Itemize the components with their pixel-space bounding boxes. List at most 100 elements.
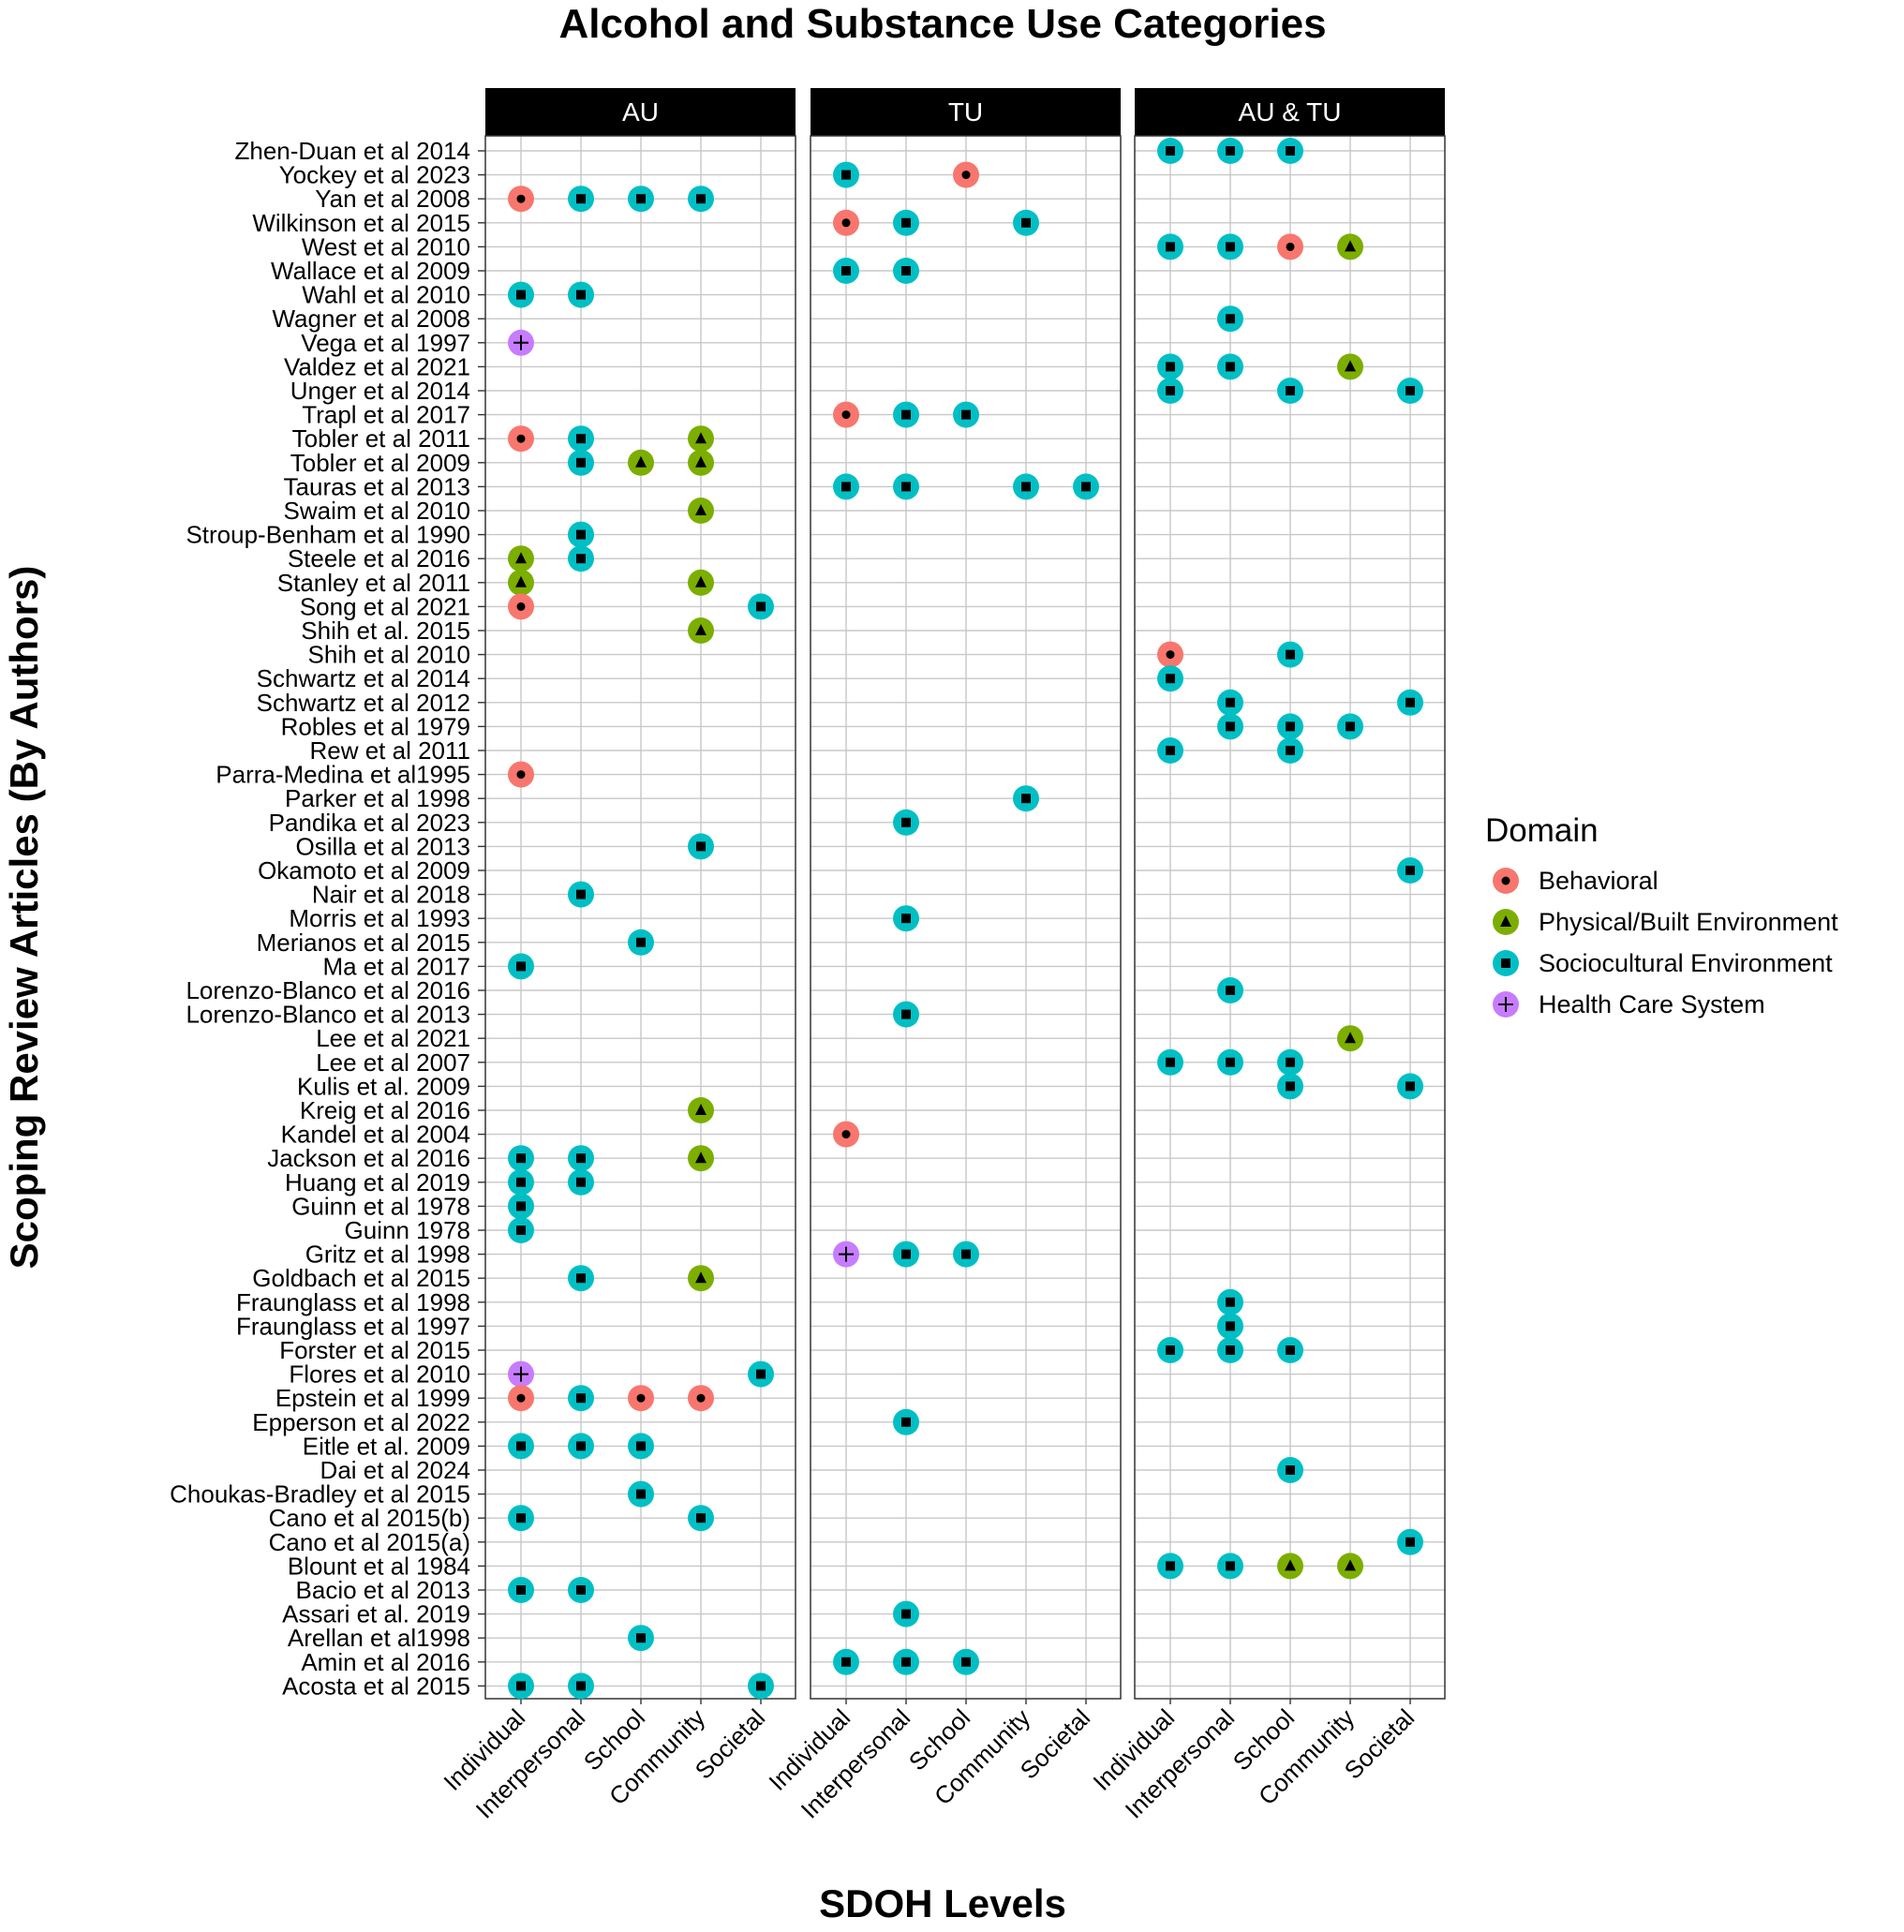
facet-label: AU [622,97,659,126]
square-marker-icon [961,1657,971,1667]
y-tick-label: Lorenzo-Blanco et al 2016 [186,976,470,1004]
data-point [1397,689,1423,716]
chart-title: Alcohol and Substance Use Categories [558,1,1326,47]
square-marker-icon [1226,1345,1235,1355]
data-point [893,1408,919,1435]
y-tick-label: Gritz et al 1998 [305,1241,470,1269]
y-tick-label: Wilkinson et al 2015 [252,209,470,237]
y-tick-label: Assari et al. 2019 [282,1600,470,1628]
data-point [1337,1025,1363,1052]
square-marker-icon [576,1153,586,1164]
data-point [688,1097,714,1123]
data-point [568,1672,594,1700]
y-tick-label: Wallace et al 2009 [271,257,470,285]
y-tick-label: Shih et al. 2015 [301,617,470,645]
y-tick-label: Parker et al 1998 [285,784,470,812]
square-marker-icon [1286,146,1295,156]
square-marker-icon [1286,649,1295,660]
square-marker-icon [576,529,586,540]
data-point [628,1480,654,1508]
square-marker-icon [1166,1057,1175,1067]
y-tick-label: Wagner et al 2008 [272,305,470,333]
triangle-marker-icon [695,624,707,635]
data-point [1157,737,1183,764]
square-marker-icon [516,1585,526,1595]
square-marker-icon [1226,697,1235,707]
square-marker-icon [1226,1057,1235,1067]
y-tick-label: Flores et al 2010 [289,1360,470,1389]
circle-marker-icon [516,434,526,443]
facet-label: AU & TU [1239,97,1342,126]
square-marker-icon [1406,1081,1415,1092]
y-tick-label: Merianos et al 2015 [257,929,470,957]
data-point [1217,689,1243,716]
square-marker-icon [901,914,911,924]
data-point [893,258,919,284]
square-marker-icon [1166,386,1175,395]
data-point [568,1145,594,1172]
data-point [1337,1553,1363,1580]
y-tick-label: Valdez et al 2021 [284,352,470,380]
triangle-marker-icon [515,552,527,564]
data-point [1157,1553,1183,1580]
triangle-marker-icon [1345,1032,1356,1044]
y-tick-label: Goldbach et al 2015 [252,1264,470,1292]
data-point [893,401,919,428]
data-point [568,881,594,908]
y-tick-label: Schwartz et al 2014 [257,664,470,692]
square-marker-icon [901,266,911,275]
square-marker-icon [636,937,646,947]
data-point [1157,665,1183,692]
y-tick-label: Robles et al 1979 [281,712,470,740]
data-point [628,449,654,476]
square-marker-icon [901,1249,911,1259]
data-point [1337,353,1363,380]
square-marker-icon [841,482,851,492]
y-tick-label: Choukas-Bradley et al 2015 [170,1480,470,1508]
triangle-marker-icon [1285,1559,1296,1571]
square-marker-icon [1226,1561,1235,1571]
square-marker-icon [901,1609,911,1619]
facet-strip [485,88,796,136]
data-point [953,161,979,188]
square-marker-icon [1286,386,1295,395]
y-tick-label: Kulis et al. 2009 [297,1072,470,1100]
y-tick-label: Wahl et al 2010 [302,281,470,309]
data-point [1217,353,1243,380]
y-tick-label: Stanley et al 2011 [277,569,470,597]
y-tick-label: Fraunglass et al 1998 [236,1288,470,1316]
triangle-marker-icon [695,1104,707,1115]
facet-panel: AU & TUIndividualInterpersonalSchoolComm… [1087,88,1446,1824]
square-marker-icon [756,602,766,612]
data-point [1157,1048,1183,1076]
circle-marker-icon [696,1393,706,1403]
y-tick-label: Vega et al 1997 [301,329,470,357]
square-marker-icon [1501,959,1510,968]
y-tick-label: Bacio et al 2013 [296,1576,470,1604]
data-point [1217,977,1243,1003]
data-point [893,809,919,836]
y-tick-label: Schwartz et al 2012 [257,689,470,717]
square-marker-icon [901,1417,911,1427]
square-marker-icon [841,266,851,275]
data-point [833,161,859,188]
square-marker-icon [576,194,586,204]
square-marker-icon [576,1273,586,1284]
circle-marker-icon [841,1130,851,1139]
square-marker-icon [516,1441,526,1451]
data-point [688,449,714,476]
data-point [1277,1553,1303,1580]
square-marker-icon [576,1393,586,1404]
legend-label: Sociocultural Environment [1539,949,1833,977]
square-marker-icon [1286,1465,1295,1475]
y-tick-label: Guinn et al 1978 [291,1192,470,1220]
data-point [748,593,774,620]
data-point [508,425,534,453]
data-point [508,1168,534,1196]
circle-marker-icon [1501,876,1510,885]
circle-marker-icon [841,218,851,228]
legend-key [1493,868,1519,894]
square-marker-icon [576,1681,586,1691]
square-marker-icon [1226,362,1235,372]
square-marker-icon [901,217,911,228]
